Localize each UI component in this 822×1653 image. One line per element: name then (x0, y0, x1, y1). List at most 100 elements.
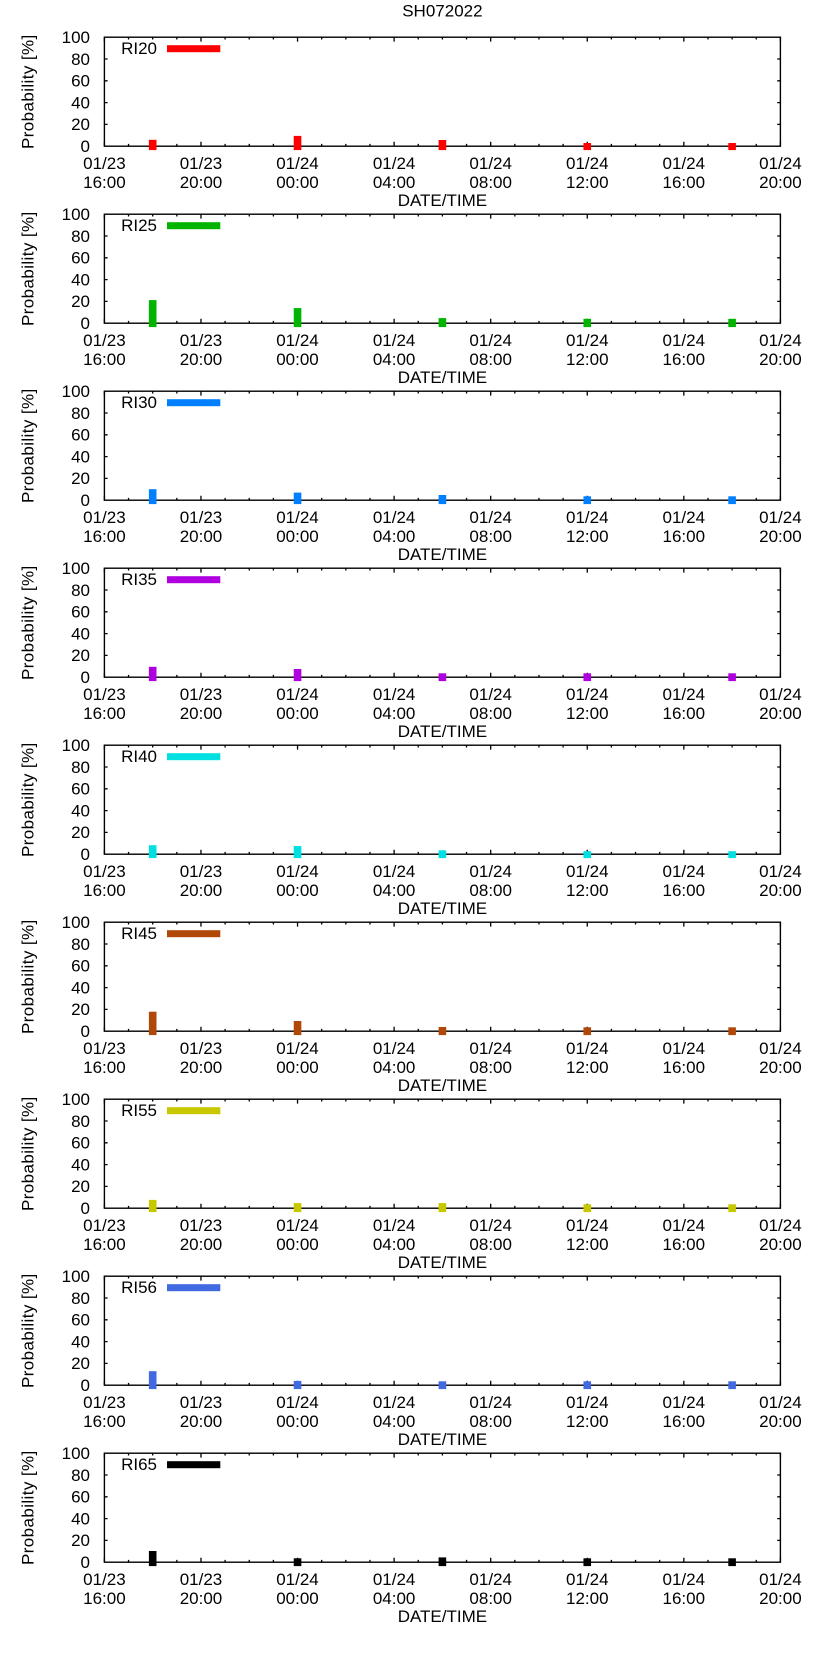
svg-text:20:00: 20:00 (759, 881, 802, 900)
svg-text:20: 20 (71, 115, 90, 134)
svg-text:Probability [%]: Probability [%] (19, 565, 38, 680)
svg-text:01/23: 01/23 (180, 1039, 223, 1058)
svg-text:40: 40 (71, 93, 90, 112)
svg-text:20: 20 (71, 469, 90, 488)
svg-text:01/24: 01/24 (373, 154, 416, 173)
svg-text:16:00: 16:00 (83, 1235, 126, 1254)
svg-text:01/24: 01/24 (373, 1216, 416, 1235)
svg-text:20:00: 20:00 (759, 527, 802, 546)
svg-text:01/23: 01/23 (83, 154, 126, 173)
svg-text:01/24: 01/24 (276, 154, 319, 173)
svg-text:DATE/TIME: DATE/TIME (398, 722, 487, 741)
svg-text:08:00: 08:00 (469, 527, 512, 546)
svg-text:20: 20 (71, 1531, 90, 1550)
svg-text:01/24: 01/24 (663, 154, 706, 173)
svg-text:01/23: 01/23 (83, 1039, 126, 1058)
svg-text:01/24: 01/24 (469, 862, 512, 881)
svg-text:80: 80 (71, 227, 90, 246)
svg-text:01/24: 01/24 (469, 1039, 512, 1058)
svg-text:16:00: 16:00 (663, 1058, 706, 1077)
svg-text:80: 80 (71, 935, 90, 954)
svg-text:01/23: 01/23 (180, 154, 223, 173)
svg-text:04:00: 04:00 (373, 1235, 416, 1254)
svg-text:01/24: 01/24 (663, 331, 706, 350)
svg-text:Probability [%]: Probability [%] (19, 1450, 38, 1565)
svg-text:Probability [%]: Probability [%] (19, 742, 38, 857)
svg-text:0: 0 (81, 1553, 90, 1572)
svg-text:20:00: 20:00 (180, 881, 223, 900)
svg-text:12:00: 12:00 (566, 350, 609, 369)
svg-text:16:00: 16:00 (663, 1235, 706, 1254)
svg-text:01/24: 01/24 (759, 862, 802, 881)
svg-text:08:00: 08:00 (469, 704, 512, 723)
svg-text:RI20: RI20 (121, 39, 157, 58)
svg-text:00:00: 00:00 (276, 527, 319, 546)
svg-text:04:00: 04:00 (373, 881, 416, 900)
svg-text:04:00: 04:00 (373, 527, 416, 546)
svg-text:RI30: RI30 (121, 393, 157, 412)
svg-text:01/23: 01/23 (180, 862, 223, 881)
svg-text:08:00: 08:00 (469, 350, 512, 369)
svg-text:40: 40 (71, 978, 90, 997)
svg-text:DATE/TIME: DATE/TIME (398, 1253, 487, 1272)
svg-text:100: 100 (62, 1267, 90, 1286)
svg-text:01/23: 01/23 (83, 1216, 126, 1235)
svg-text:00:00: 00:00 (276, 1058, 319, 1077)
svg-text:0: 0 (81, 1376, 90, 1395)
svg-text:01/24: 01/24 (373, 331, 416, 350)
svg-text:01/24: 01/24 (663, 1039, 706, 1058)
svg-text:01/24: 01/24 (469, 331, 512, 350)
svg-text:20:00: 20:00 (180, 1235, 223, 1254)
svg-text:16:00: 16:00 (83, 173, 126, 192)
svg-text:12:00: 12:00 (566, 1058, 609, 1077)
svg-text:100: 100 (62, 1090, 90, 1109)
svg-text:12:00: 12:00 (566, 881, 609, 900)
svg-text:01/23: 01/23 (83, 685, 126, 704)
svg-text:01/24: 01/24 (373, 685, 416, 704)
svg-text:RI25: RI25 (121, 216, 157, 235)
svg-text:100: 100 (62, 28, 90, 47)
svg-text:20:00: 20:00 (759, 1058, 802, 1077)
svg-text:100: 100 (62, 559, 90, 578)
svg-text:08:00: 08:00 (469, 1589, 512, 1608)
svg-text:01/24: 01/24 (566, 1570, 609, 1589)
svg-text:80: 80 (71, 1466, 90, 1485)
svg-text:01/24: 01/24 (759, 1039, 802, 1058)
svg-text:04:00: 04:00 (373, 350, 416, 369)
svg-text:20:00: 20:00 (759, 1412, 802, 1431)
svg-text:20:00: 20:00 (759, 704, 802, 723)
svg-text:20:00: 20:00 (759, 1589, 802, 1608)
svg-text:04:00: 04:00 (373, 704, 416, 723)
svg-text:01/24: 01/24 (759, 1570, 802, 1589)
svg-text:16:00: 16:00 (83, 1058, 126, 1077)
svg-text:60: 60 (71, 1488, 90, 1507)
svg-text:01/24: 01/24 (663, 862, 706, 881)
svg-text:20:00: 20:00 (759, 173, 802, 192)
svg-text:60: 60 (71, 1311, 90, 1330)
svg-text:01/24: 01/24 (469, 508, 512, 527)
svg-text:00:00: 00:00 (276, 1235, 319, 1254)
svg-text:01/24: 01/24 (566, 1216, 609, 1235)
svg-text:01/23: 01/23 (180, 685, 223, 704)
svg-text:40: 40 (71, 624, 90, 643)
svg-text:20:00: 20:00 (759, 350, 802, 369)
svg-text:01/24: 01/24 (469, 154, 512, 173)
svg-text:60: 60 (71, 249, 90, 268)
svg-text:08:00: 08:00 (469, 1058, 512, 1077)
svg-text:Probability [%]: Probability [%] (19, 1096, 38, 1211)
svg-text:60: 60 (71, 780, 90, 799)
svg-text:80: 80 (71, 50, 90, 69)
svg-text:01/24: 01/24 (276, 1039, 319, 1058)
svg-text:01/24: 01/24 (663, 1393, 706, 1412)
svg-text:20:00: 20:00 (180, 1412, 223, 1431)
svg-text:20:00: 20:00 (759, 1235, 802, 1254)
svg-text:Probability [%]: Probability [%] (19, 1273, 38, 1388)
svg-text:80: 80 (71, 758, 90, 777)
svg-text:80: 80 (71, 581, 90, 600)
svg-text:01/24: 01/24 (566, 685, 609, 704)
svg-text:01/23: 01/23 (83, 862, 126, 881)
svg-text:0: 0 (81, 1022, 90, 1041)
svg-text:0: 0 (81, 1199, 90, 1218)
svg-text:08:00: 08:00 (469, 1235, 512, 1254)
svg-text:100: 100 (62, 1444, 90, 1463)
